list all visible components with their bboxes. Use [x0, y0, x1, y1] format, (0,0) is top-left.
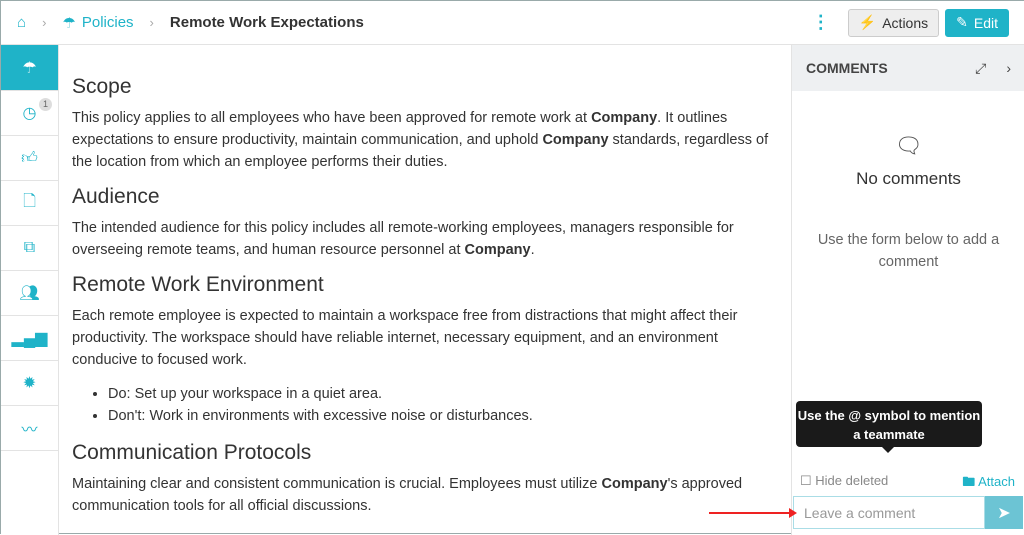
empty-state: 🗨︎ No comments Use the form below to add… — [792, 133, 1024, 273]
heading-communication: Communication Protocols — [72, 441, 312, 464]
sidebar-item-stats[interactable]: ▂▄▆ — [1, 316, 58, 361]
audience-text: The intended audience for this policy in… — [72, 220, 734, 258]
breadcrumb-policies[interactable]: Policies — [81, 14, 134, 31]
edit-label: Edit — [973, 14, 998, 31]
heading-environment: Remote Work Environment — [72, 273, 324, 296]
signal-icon: ▂▄▆ — [11, 330, 48, 347]
sidebar-item-approvals[interactable]: 👍︎ — [1, 136, 58, 181]
comments-title: COMMENTS — [806, 60, 888, 76]
sidebar-item-signature[interactable]: 〰 — [1, 406, 58, 451]
page-title: Remote Work Expectations — [169, 14, 364, 31]
comments-panel: COMMENTS ⤢ › 🗨︎ No comments Use the form … — [791, 45, 1024, 535]
empty-hint: Use the form below to add a comment — [817, 232, 1000, 270]
list-item: Do: Set up your workspace in a quiet are… — [108, 383, 777, 405]
comments-icon: 🗨︎ — [894, 133, 923, 158]
environment-text: Each remote employee is expected to main… — [72, 308, 738, 368]
sidebar-item-policy[interactable]: ☂ — [1, 45, 58, 91]
sidebar-item-history[interactable]: ◷ 1 — [1, 91, 58, 136]
mention-tooltip: Use the @ symbol to mention a teammate — [796, 401, 982, 453]
empty-title: No comments — [856, 169, 961, 188]
users-icon: 👥︎ — [19, 285, 40, 302]
paper-plane-icon: ➤ — [997, 504, 1011, 522]
hide-deleted-checkbox[interactable]: ☐ Hide deleted — [800, 473, 889, 488]
edit-icon: ✎ — [956, 14, 968, 30]
gear-icon: ✹ — [22, 375, 37, 392]
actions-button[interactable]: ⚡ Actions — [847, 8, 940, 37]
sidebar: ☂ ◷ 1 👍︎ 🗋 ⧉ 👥︎ ▂▄▆ ✹ 〰 — [1, 45, 59, 535]
list-item: Don't: Work in environments with excessi… — [108, 405, 777, 427]
sidebar-item-copies[interactable]: ⧉ — [1, 226, 58, 271]
sidebar-item-settings[interactable]: ✹ — [1, 361, 58, 406]
document-icon: 🗋 — [23, 192, 36, 210]
send-button[interactable]: ➤ — [985, 496, 1023, 529]
edit-button[interactable]: ✎ Edit — [945, 8, 1009, 37]
thumbs-up-icon: 👍︎ — [21, 149, 38, 167]
home-icon[interactable]: ⌂ — [17, 14, 27, 31]
more-options-icon[interactable]: ⋮ — [811, 12, 830, 32]
heading-scope: Scope — [72, 75, 132, 98]
clock-icon: ◷ — [22, 105, 37, 122]
attach-button[interactable]: 🖿 Attach — [962, 474, 1015, 489]
history-badge: 1 — [39, 98, 52, 111]
comment-input[interactable]: Leave a comment — [793, 496, 985, 529]
heading-audience: Audience — [72, 185, 160, 208]
policy-content: Scope This policy applies to all employe… — [59, 45, 791, 535]
communication-text: Maintaining clear and consistent communi… — [72, 476, 743, 514]
scope-text: This policy applies to all employees who… — [72, 110, 769, 170]
chevron-right-icon[interactable]: › — [1006, 59, 1011, 76]
umbrella-icon: ☂ — [62, 14, 76, 32]
environment-list: Do: Set up your workspace in a quiet are… — [108, 383, 777, 427]
sidebar-item-document[interactable]: 🗋 — [1, 181, 58, 226]
breadcrumb: ⌂ › ☂ Policies › Remote Work Expectation… — [17, 14, 364, 32]
actions-label: Actions — [882, 14, 929, 31]
annotation-arrow — [709, 508, 797, 518]
expand-icon[interactable]: ⤢ — [975, 59, 987, 76]
chevron-right-icon: › — [149, 15, 154, 30]
copy-icon: ⧉ — [23, 239, 36, 256]
top-bar: ⌂ › ☂ Policies › Remote Work Expectation… — [1, 1, 1024, 45]
sidebar-item-users[interactable]: 👥︎ — [1, 271, 58, 316]
umbrella-icon: ☂ — [22, 59, 37, 77]
signature-icon: 〰 — [21, 422, 38, 439]
bolt-icon: ⚡ — [858, 14, 877, 30]
chevron-right-icon: › — [42, 15, 47, 30]
comments-header: COMMENTS ⤢ › — [792, 45, 1024, 91]
